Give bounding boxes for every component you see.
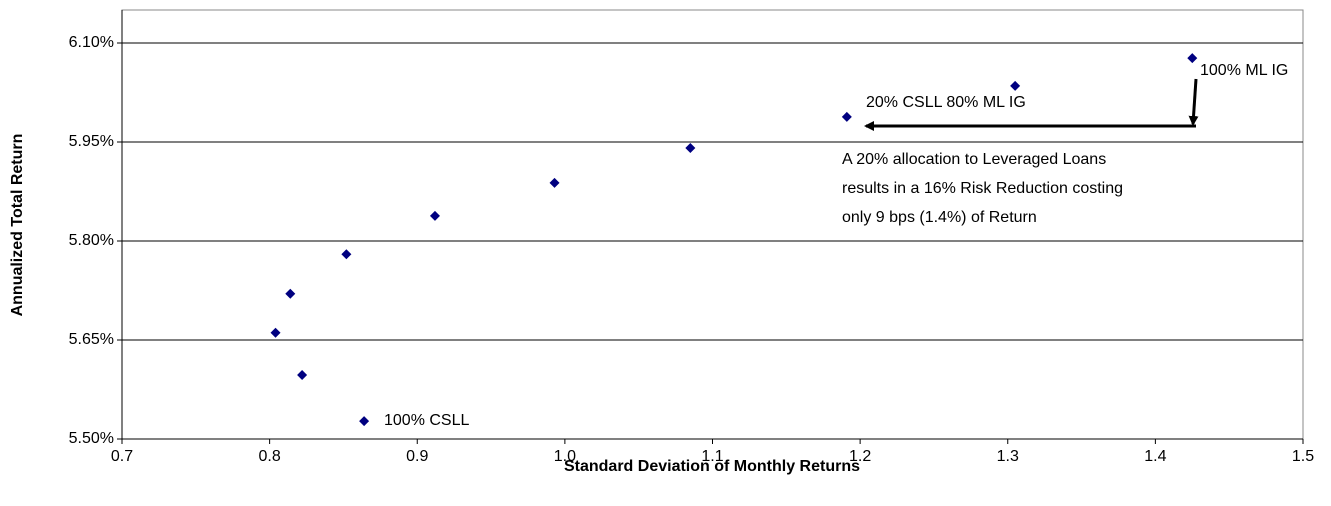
y-tick-label: 6.10% <box>69 34 114 51</box>
point <box>685 142 696 153</box>
x-tick-label: 1.5 <box>1292 448 1314 465</box>
annotation: A 20% allocation to Leveraged Loans <box>842 151 1106 168</box>
x-tick-label: 1.2 <box>849 448 871 465</box>
point <box>270 327 281 338</box>
point <box>359 416 370 427</box>
x-tick-label: 1.4 <box>1144 448 1166 465</box>
annotation: 100% ML IG <box>1200 62 1288 79</box>
y-tick-label: 5.65% <box>69 331 114 348</box>
x-tick-label: 1.3 <box>997 448 1019 465</box>
x-tick-label: 0.7 <box>111 448 133 465</box>
arrow <box>1188 78 1199 126</box>
point <box>429 210 440 221</box>
point <box>285 288 296 299</box>
point <box>297 369 308 380</box>
y-tick-label: 5.50% <box>69 430 114 447</box>
point <box>341 249 352 260</box>
annotation: only 9 bps (1.4%) of Return <box>842 209 1037 226</box>
y-tick-label: 5.95% <box>69 133 114 150</box>
x-tick-label: 1.0 <box>554 448 576 465</box>
point <box>841 111 852 122</box>
y-axis-title: Annualized Total Return <box>9 134 26 317</box>
annotation: 100% CSLL <box>384 412 469 429</box>
point <box>549 177 560 188</box>
annotation: 20% CSLL 80% ML IG <box>866 94 1026 111</box>
y-tick-label: 5.80% <box>69 232 114 249</box>
x-tick-label: 0.8 <box>259 448 281 465</box>
x-tick-label: 0.9 <box>406 448 428 465</box>
x-axis-title: Standard Deviation of Monthly Returns <box>564 458 860 475</box>
point <box>1010 80 1021 91</box>
annotation: results in a 16% Risk Reduction costing <box>842 180 1123 197</box>
point <box>1187 53 1198 64</box>
x-tick-label: 1.1 <box>701 448 723 465</box>
